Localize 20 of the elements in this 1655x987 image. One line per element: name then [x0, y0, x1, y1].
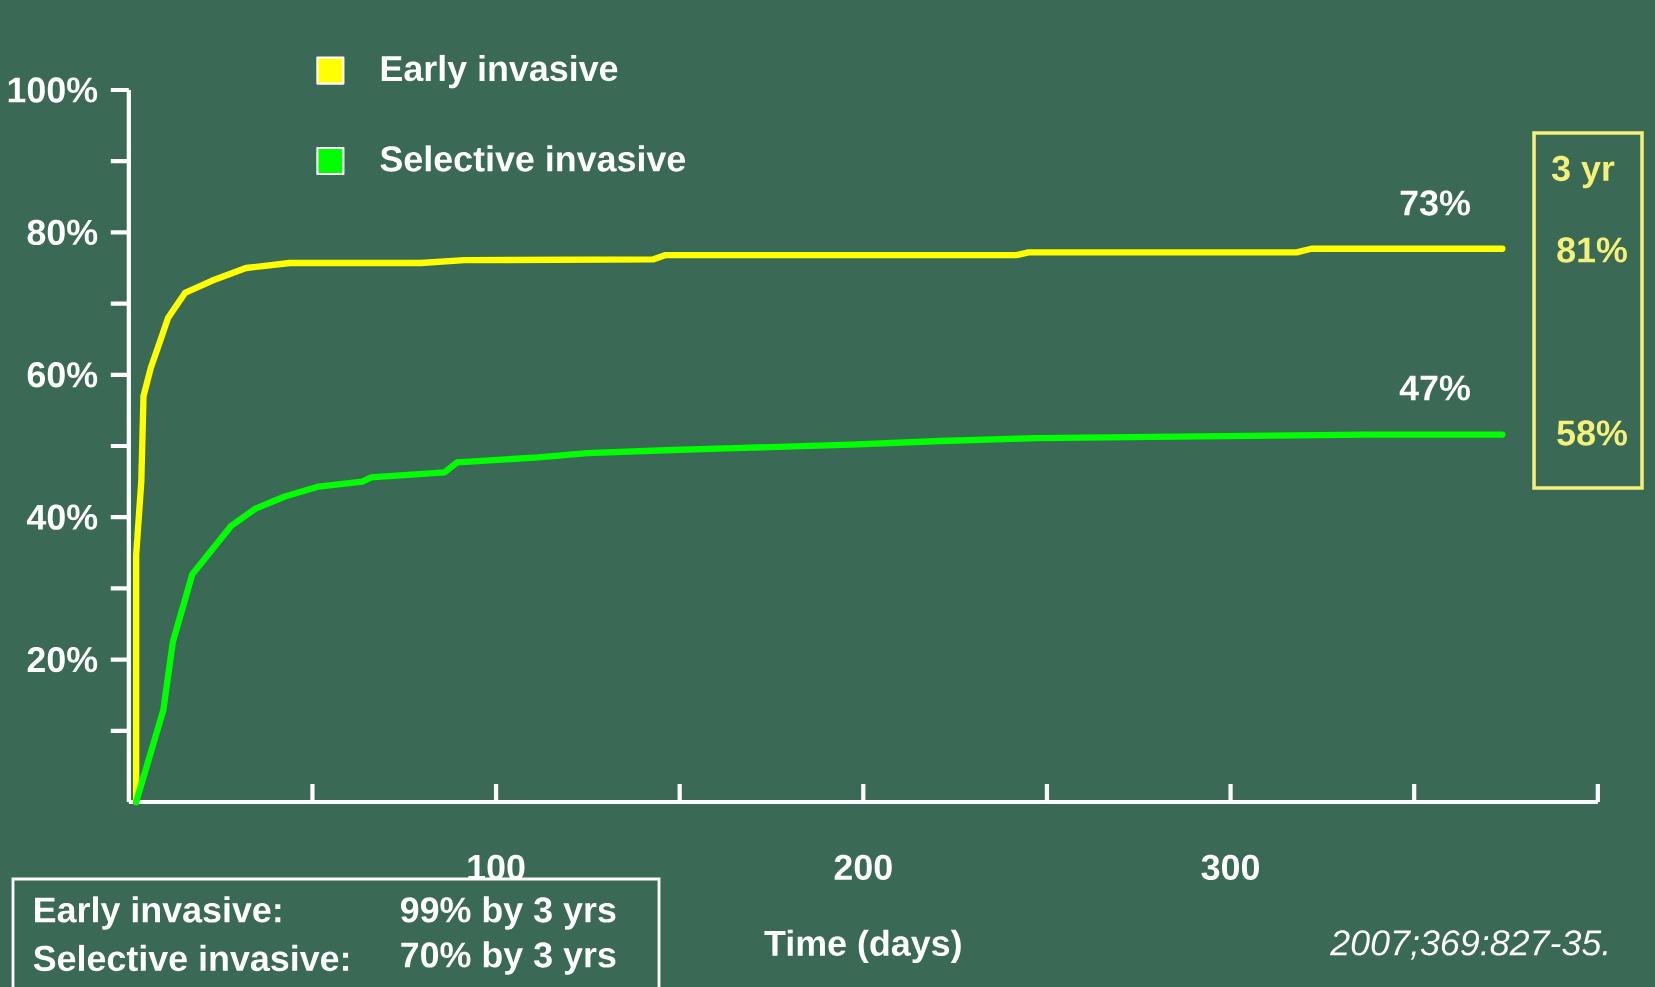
annotation: 47%: [1399, 375, 1470, 401]
legend-label: Selective invasive: [380, 145, 686, 172]
text: Selective invasive:: [33, 944, 349, 972]
annotation: 81%: [1557, 237, 1627, 263]
text: 2007;369:827-35.: [1330, 930, 1607, 960]
annotation: 3 yr: [1551, 155, 1615, 189]
x-axis-title: Time (days): [764, 929, 961, 964]
annotation: 73%: [1400, 190, 1470, 216]
text: 70% by 3 yrs: [401, 941, 616, 975]
text: Early invasive:: [35, 896, 281, 930]
y-tick-label: 60%: [27, 362, 98, 388]
y-tick-label: 100%: [8, 77, 98, 103]
annotation: 58%: [1557, 420, 1627, 446]
text: 99% by 3 yrs: [400, 896, 616, 930]
y-tick-label: 20%: [27, 646, 98, 673]
legend-label: Early invasive: [381, 54, 618, 89]
y-tick-label: 40%: [26, 504, 98, 530]
y-tick-label: 80%: [27, 219, 98, 246]
x-tick-label: 300: [1201, 854, 1259, 881]
x-tick-label: 200: [834, 854, 892, 881]
